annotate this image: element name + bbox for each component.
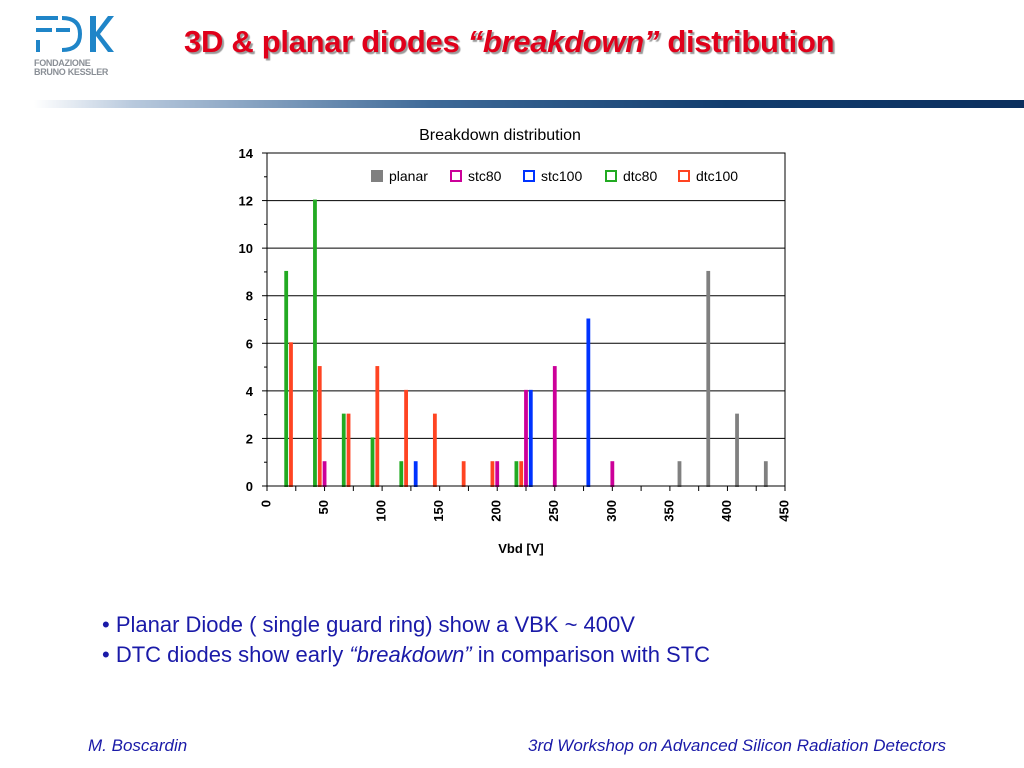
x-tick-label: 450 [776,500,791,522]
bar-dtc80 [370,437,375,487]
x-tick-label: 300 [604,500,619,522]
legend-swatch-dtc80 [605,170,617,182]
bar-stc100 [528,389,533,487]
footer-event: 3rd Workshop on Advanced Silicon Radiati… [528,736,946,755]
chart-title: Breakdown distribution [419,127,581,144]
legend-swatch-stc100 [523,170,535,182]
y-tick-label: 6 [246,336,253,351]
bullet-text: in comparison with STC [471,642,711,667]
y-tick-label: 0 [246,479,253,494]
x-tick-label: 250 [546,500,561,522]
bar-dtc80 [284,270,289,487]
title-part2: distribution [659,24,835,59]
x-tick-label: 0 [258,500,273,507]
y-tick-label: 8 [246,289,253,304]
legend-label-planar: planar [389,168,428,184]
fbk-logo-mark [36,16,114,52]
bar-dtc80 [399,461,404,487]
bullet-text: • DTC diodes show early [102,642,350,667]
y-tick-label: 14 [239,146,254,161]
x-tick-label: 150 [431,500,446,522]
bar-dtc100 [490,461,495,487]
bar-dtc100 [289,342,293,488]
legend-label-dtc80: dtc80 [623,168,657,184]
y-tick-label: 2 [246,431,253,446]
fbk-logo: FONDAZIONE BRUNO KESSLER [34,12,114,80]
bar-stc80 [495,461,500,487]
x-tick-label: 50 [316,500,331,514]
x-tick-label: 200 [489,500,504,522]
footer-author: M. Boscardin [88,736,188,755]
bar-stc100 [586,318,591,487]
bar-stc80 [322,461,327,487]
x-tick-label: 100 [374,500,389,522]
y-tick-label: 12 [239,194,253,209]
bar-dtc100 [404,389,408,487]
legend-label-dtc100: dtc100 [696,168,738,184]
title-divider [34,100,1024,108]
legend-label-stc80: stc80 [468,168,502,184]
bar-stc80 [552,366,557,488]
bar-dtc100 [375,366,380,488]
bar-stc100 [413,461,418,487]
bullet-item: • Planar Diode ( single guard ring) show… [102,612,635,637]
bar-stc80 [610,461,615,487]
bar-dtc100 [432,413,437,488]
y-tick-label: 10 [239,241,253,256]
bar-dtc80 [313,199,317,487]
bar-dtc100 [317,366,322,488]
legend-swatch-dtc100 [678,170,690,182]
bar-planar [763,461,768,487]
title-accent: “breakdown” [467,24,660,59]
x-tick-label: 400 [719,500,734,522]
bar-planar [677,461,682,487]
y-tick-label: 4 [246,384,254,399]
logo-text-line1: FONDAZIONE [34,58,91,68]
legend-swatch-stc80 [450,170,462,182]
bar-dtc100 [346,413,351,488]
bar-dtc80 [514,461,519,487]
legend-swatch-planar [371,170,383,182]
bar-dtc80 [341,413,346,488]
logo-text-line2: BRUNO KESSLER [34,67,109,77]
x-axis-label: Vbd [V] [498,541,544,556]
bar-planar [735,413,739,488]
title-part1: 3D & planar diodes [184,24,468,59]
bar-dtc100 [461,461,466,487]
bar-stc80 [524,389,528,487]
slide-title: 3D & planar diodes “breakdown” distribut… [184,24,835,60]
bullet-item: • DTC diodes show early “breakdown” in c… [102,640,710,670]
bullet-emphasis: “breakdown” [349,642,472,667]
bar-dtc100 [519,461,524,487]
bullet-list: • Planar Diode ( single guard ring) show… [102,610,710,670]
x-tick-label: 350 [661,500,676,522]
plot-area-border [266,152,786,487]
legend-label-stc100: stc100 [541,168,582,184]
bar-planar [706,270,711,487]
